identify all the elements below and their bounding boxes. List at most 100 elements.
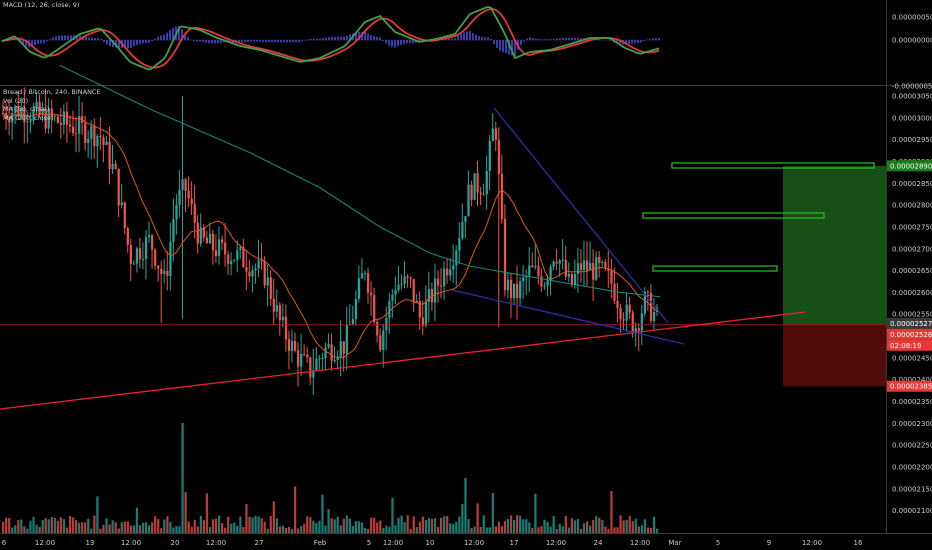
candle-body xyxy=(59,122,63,125)
candle-body xyxy=(93,126,96,147)
volume-bar xyxy=(315,523,318,533)
volume-bar xyxy=(190,526,193,533)
time-axis[interactable]: 6 12:00 13 12:00 20 12:00 27 Feb 5 12:00 10 12:00 17… xyxy=(2,539,863,547)
candle-body xyxy=(269,277,272,299)
trend-drawings[interactable] xyxy=(0,107,886,410)
candle-body xyxy=(62,111,66,125)
volume-bar xyxy=(65,527,69,533)
candle-body xyxy=(503,218,507,291)
volume-bar xyxy=(141,522,145,533)
volume-bar xyxy=(458,516,461,533)
volume-bar xyxy=(17,520,20,533)
macd-histogram-bar xyxy=(481,36,483,41)
macd-histogram-bar xyxy=(625,40,627,45)
candle-body xyxy=(8,118,11,123)
candle-body xyxy=(205,237,209,244)
candle-body xyxy=(409,277,412,279)
macd-histogram-bar xyxy=(361,31,363,41)
candle-body xyxy=(388,300,391,318)
candle-body xyxy=(543,285,546,287)
macd-histogram-bar xyxy=(649,38,651,41)
macd-histogram-bar xyxy=(637,40,639,44)
volume-bar xyxy=(50,517,53,533)
volume-bar xyxy=(582,523,586,533)
volume-bar xyxy=(35,524,38,533)
macd-histogram-bar xyxy=(154,38,156,41)
time-tick-label: 12:00 xyxy=(383,539,403,547)
volume-bar xyxy=(68,516,72,533)
volume-bar xyxy=(570,518,574,533)
long-position-tool[interactable] xyxy=(783,165,886,387)
macd-histogram-bar xyxy=(475,34,477,41)
macd-histogram-bar xyxy=(310,39,312,41)
candle-body xyxy=(214,250,218,257)
candle-body xyxy=(561,259,564,261)
volume-bar xyxy=(135,507,139,533)
macd-histogram-bar xyxy=(208,40,210,44)
candle-body xyxy=(415,301,418,303)
volume-bar xyxy=(576,518,580,533)
candle-body xyxy=(619,308,622,320)
volume-bar xyxy=(409,528,412,533)
macd-histogram-bar xyxy=(112,40,114,48)
entry-price-badge: 0.00002527 xyxy=(890,320,932,328)
candle-body xyxy=(160,268,163,275)
volume-bar xyxy=(586,521,589,533)
candle-body xyxy=(342,341,345,354)
volume-bar xyxy=(144,522,148,533)
candle-body xyxy=(421,317,424,326)
candle-body xyxy=(132,263,136,265)
macd-histogram-bar xyxy=(67,35,69,41)
candle-body xyxy=(26,121,29,123)
time-tick-label: 20 xyxy=(171,539,180,547)
macd-histogram-bar xyxy=(295,40,297,43)
macd-histogram-bar xyxy=(88,37,90,41)
bar-countdown-badge: 02:08:19 xyxy=(890,342,921,350)
macd-histogram-bar xyxy=(16,39,18,41)
volume-bar xyxy=(397,517,400,533)
macd-histogram-bar xyxy=(259,40,261,42)
macd-histogram-bar xyxy=(379,37,381,41)
volume-bar xyxy=(303,523,306,533)
macd-histogram-bar xyxy=(454,38,456,41)
volume-bar xyxy=(312,520,315,533)
candle-body xyxy=(275,304,278,312)
volume-bar xyxy=(227,516,230,533)
macd-histogram-bar xyxy=(541,39,543,41)
volume-bar xyxy=(300,526,303,533)
price-axis[interactable]: 0.000030500.000030000.000029500.00002900… xyxy=(887,14,932,516)
indicator-vol: Vol (20) xyxy=(3,96,29,105)
volume-bar xyxy=(306,516,309,533)
macd-histogram-bar xyxy=(496,40,498,48)
volume-bar xyxy=(196,526,199,533)
volume-bar xyxy=(327,509,330,533)
candle-body xyxy=(315,358,318,371)
time-tick-label: Feb xyxy=(314,539,327,547)
volume-bar xyxy=(53,517,56,533)
candle-body xyxy=(382,330,385,350)
macd-legend-title: MACD (12, 26, close, 9) xyxy=(3,1,80,9)
candle-body xyxy=(400,283,403,285)
volume-bar xyxy=(373,517,376,533)
candle-body xyxy=(187,190,190,199)
macd-histogram-bar xyxy=(556,38,558,41)
candle-body xyxy=(418,301,421,318)
macd-histogram-bar xyxy=(241,40,243,43)
volume-bar xyxy=(430,518,434,533)
candle-body xyxy=(68,124,72,127)
macd-histogram-bar xyxy=(250,40,252,42)
macd-histogram-bar xyxy=(58,35,60,41)
macd-histogram-bar xyxy=(70,35,72,41)
price-tick-label: 0.00002850 xyxy=(892,180,932,188)
candle-body xyxy=(99,135,102,138)
price-tick-label: 0.00002300 xyxy=(892,420,932,428)
macd-histogram-bar xyxy=(196,40,198,42)
volume-bar xyxy=(239,516,242,533)
candle-body xyxy=(607,268,610,271)
price-tick-label: 0.00002450 xyxy=(892,354,932,362)
candle-body xyxy=(592,263,595,280)
macd-histogram-bar xyxy=(412,40,414,43)
candle-body xyxy=(306,354,309,358)
volume-bar xyxy=(154,516,157,533)
